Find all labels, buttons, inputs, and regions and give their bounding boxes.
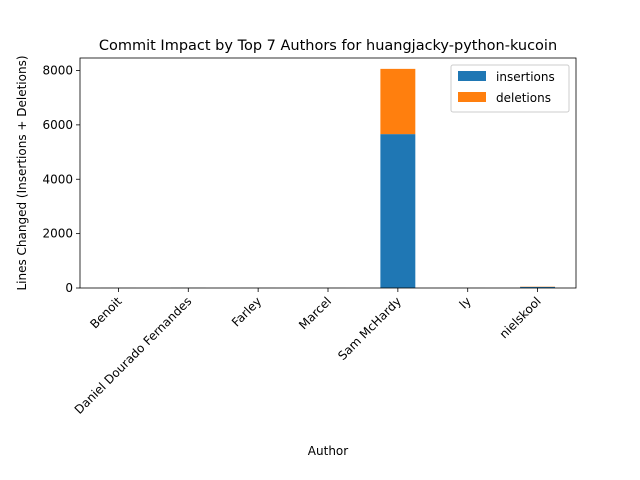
bar-deletions-sam-mchardy: [380, 68, 416, 135]
legend-swatch-deletions: [458, 92, 486, 102]
y-tick-label: 8000: [42, 64, 73, 78]
plot-frame: [79, 57, 577, 289]
y-axis: 0 2000 4000 6000 8000: [42, 64, 80, 295]
bar-insertions-sam-mchardy: [380, 134, 416, 288]
y-tick-label: 0: [65, 281, 73, 295]
chart-title: Commit Impact by Top 7 Authors for huang…: [99, 38, 557, 54]
x-axis-label: Author: [308, 444, 348, 458]
bars-layer: [100, 68, 556, 288]
legend: insertions deletions: [450, 64, 570, 113]
legend-label-insertions: insertions: [496, 70, 555, 84]
y-tick-label: 2000: [42, 227, 73, 241]
y-axis-label: Lines Changed (Insertions + Deletions): [15, 55, 29, 290]
legend-swatch-insertions: [458, 71, 486, 81]
y-tick-label: 6000: [42, 118, 73, 132]
bar-insertions-nielskool: [520, 286, 556, 288]
legend-label-deletions: deletions: [496, 91, 551, 105]
y-tick-label: 4000: [42, 172, 73, 186]
